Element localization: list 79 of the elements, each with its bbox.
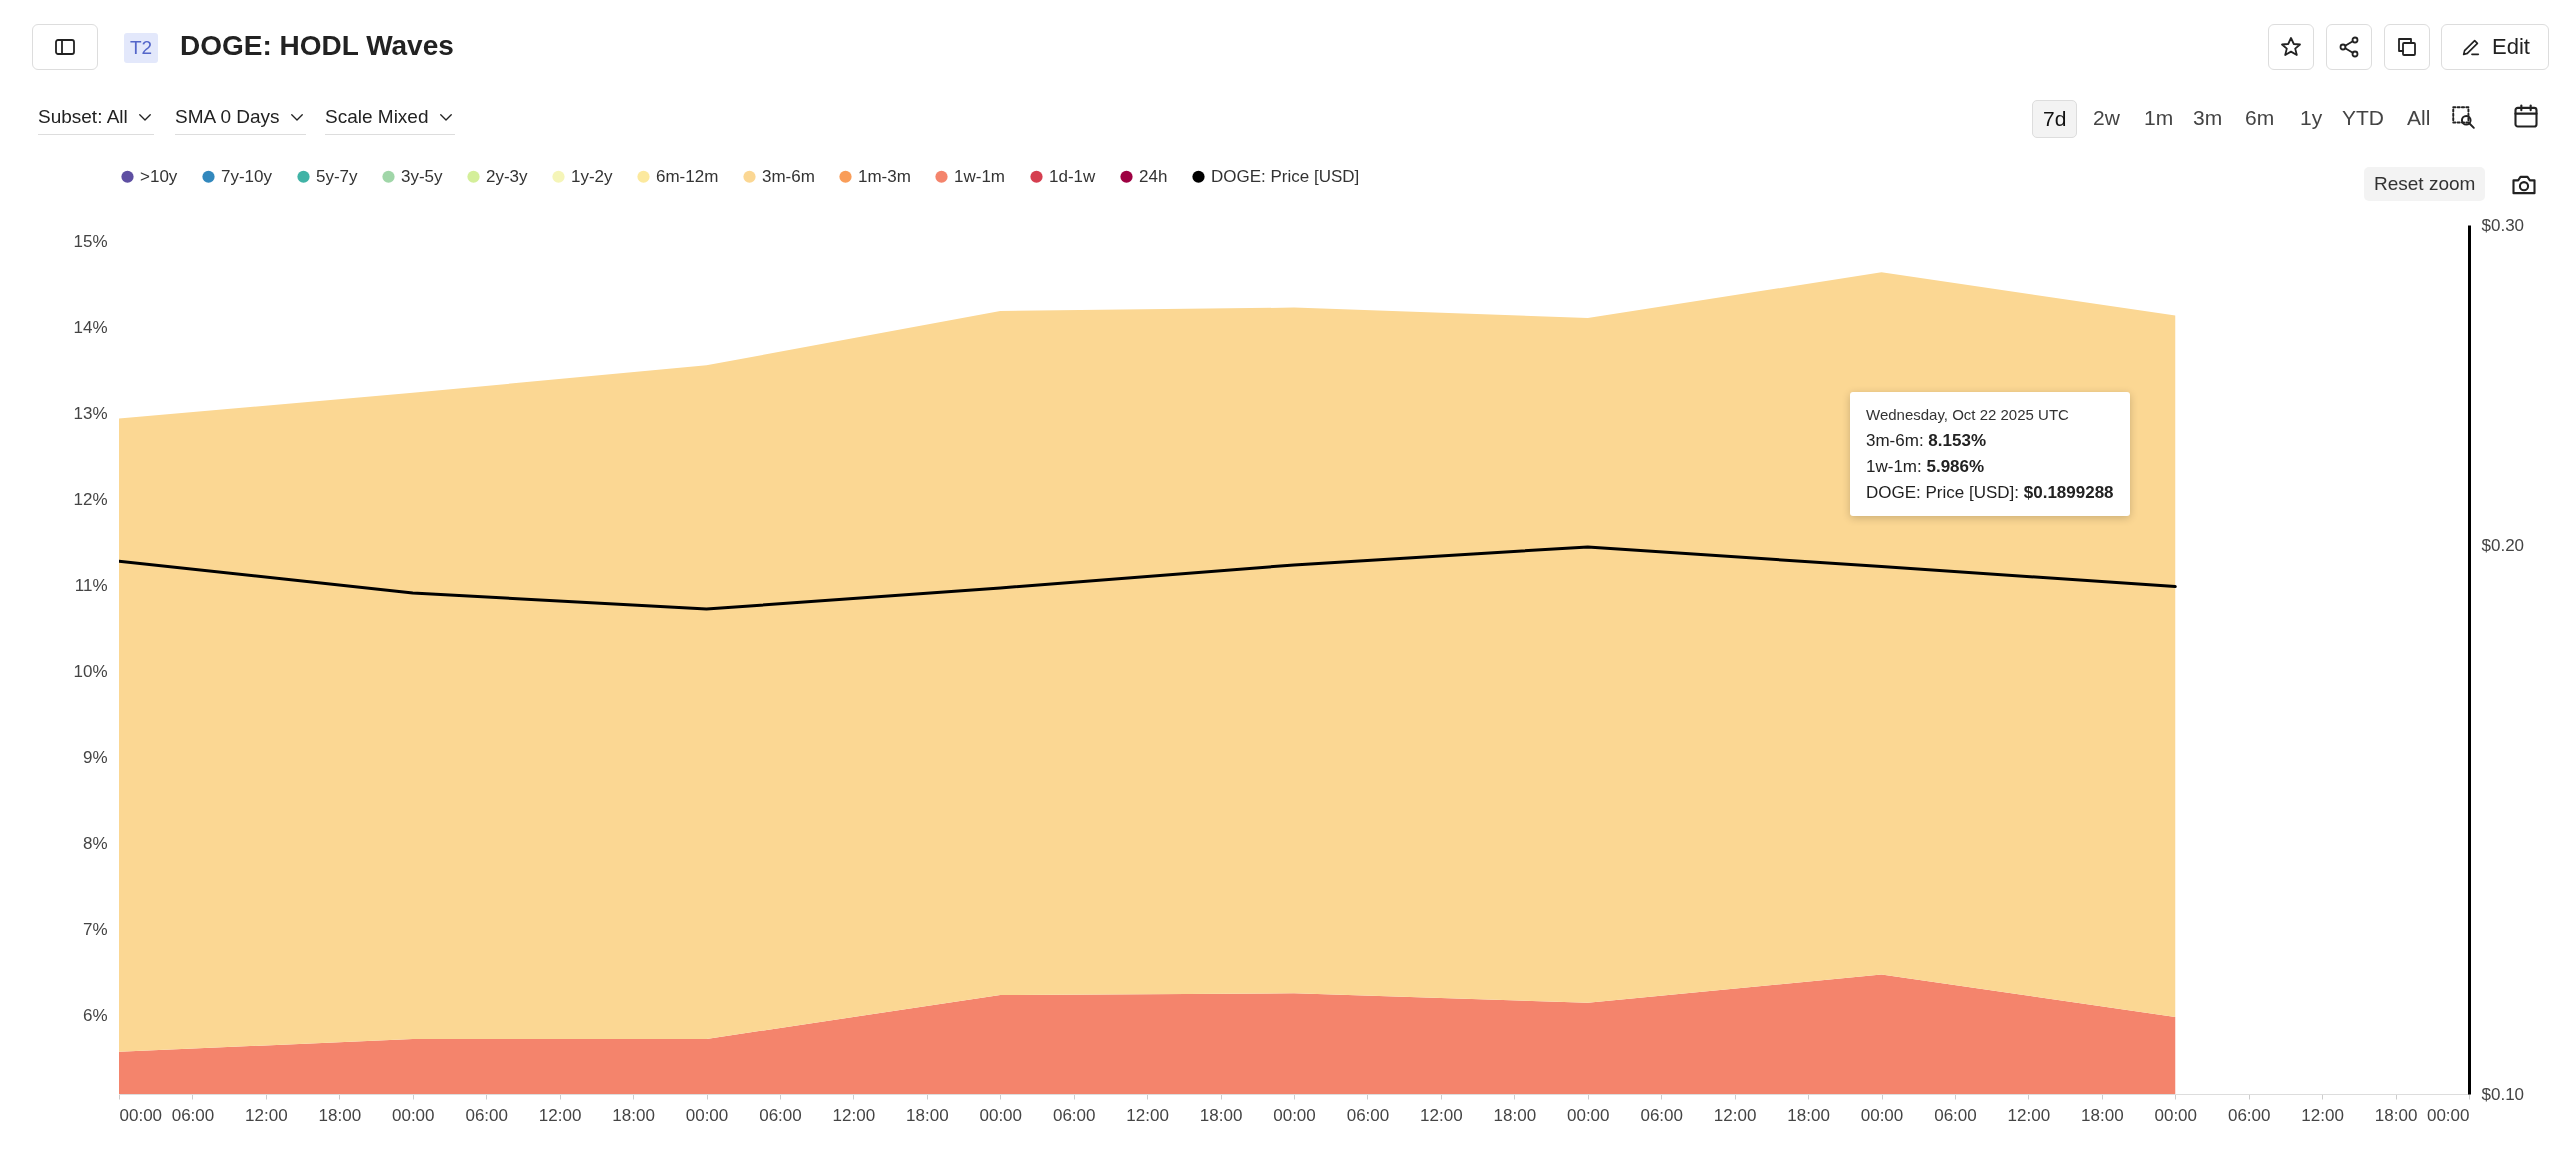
legend-label: DOGE: Price [USD] bbox=[1211, 166, 1360, 186]
x-tick-label: 18:00 bbox=[1199, 1105, 1243, 1125]
x-tick-label: 00:00 bbox=[119, 1105, 163, 1125]
x-tick-label: 06:00 bbox=[171, 1105, 215, 1125]
x-tick-label: 00:00 bbox=[1273, 1105, 1316, 1125]
x-tick-label: 00:00 bbox=[979, 1105, 1023, 1125]
annotation: Wednesday, Oct 22 2025 UTC bbox=[1866, 405, 2070, 425]
x-tick-label: 00:00 bbox=[2154, 1105, 2198, 1125]
y2-tick-label: $0.20 bbox=[2481, 536, 2525, 556]
text: 7d bbox=[2032, 100, 2078, 138]
x-tick-label: 06:00 bbox=[1346, 1105, 1390, 1125]
y-tick-label: 11% bbox=[74, 576, 108, 596]
text: Subset: All bbox=[38, 106, 128, 128]
y-tick-label: 12% bbox=[73, 489, 108, 509]
y-tick-label: 8% bbox=[82, 834, 108, 854]
annotation: 3m-6m: 8.153% bbox=[1866, 431, 1987, 450]
y-tick-label: 10% bbox=[73, 662, 108, 682]
x-tick-label: 18:00 bbox=[1787, 1105, 1830, 1125]
legend-label: >10y bbox=[140, 166, 178, 186]
text: 6m bbox=[2244, 105, 2276, 131]
legend-label: 1m-3m bbox=[858, 166, 911, 186]
legend-label: 7y-10y bbox=[221, 166, 273, 186]
x-tick-label: 00:00 bbox=[2426, 1105, 2470, 1125]
legend-label: 1w-1m bbox=[954, 166, 1006, 186]
annotation: DOGE: Price [USD]: $0.1899288 bbox=[1866, 483, 2114, 502]
y-tick-label: 6% bbox=[82, 1006, 108, 1026]
legend-label: 2y-3y bbox=[486, 166, 529, 186]
line-series bbox=[119, 545, 2177, 611]
x-tick-label: 18:00 bbox=[2081, 1105, 2124, 1125]
x-tick-label: 12:00 bbox=[1126, 1105, 1169, 1125]
y2-tick-label: $0.10 bbox=[2481, 1084, 2525, 1104]
x-tick-label: 18:00 bbox=[612, 1105, 655, 1125]
legend-label: 24h bbox=[1139, 166, 1168, 186]
y2-tick-label: $0.30 bbox=[2481, 215, 2525, 235]
x-tick-label: 06:00 bbox=[1934, 1105, 1977, 1125]
x-tick-label: 06:00 bbox=[1640, 1105, 1683, 1125]
legend-label: 3y-5y bbox=[401, 166, 444, 186]
annotation: 1w-1m: 5.986% bbox=[1866, 457, 1985, 476]
text: 1y bbox=[2299, 105, 2324, 131]
x-tick-label: 06:00 bbox=[759, 1105, 802, 1125]
x-tick-label: 06:00 bbox=[465, 1105, 508, 1125]
text: Reset zoom bbox=[2364, 167, 2486, 201]
text: Edit bbox=[2492, 34, 2530, 60]
text: 2w bbox=[2092, 105, 2121, 131]
y-tick-label: 13% bbox=[73, 403, 108, 423]
legend-label: 5y-7y bbox=[316, 166, 359, 186]
x-tick-label: 06:00 bbox=[1052, 1105, 1096, 1125]
text: T2 bbox=[124, 33, 159, 63]
legend-label: 3m-6m bbox=[762, 166, 815, 186]
x-tick-label: 18:00 bbox=[1493, 1105, 1537, 1125]
x-tick-label: 00:00 bbox=[1860, 1105, 1904, 1125]
legend-label: 1d-1w bbox=[1049, 166, 1097, 186]
x-tick-label: 12:00 bbox=[538, 1105, 582, 1125]
legend-label: 6m-12m bbox=[656, 166, 719, 186]
text: YTD bbox=[2341, 105, 2385, 131]
x-tick-label: 12:00 bbox=[245, 1105, 288, 1125]
y-tick-label: 15% bbox=[73, 231, 108, 251]
x-tick-label: 12:00 bbox=[2007, 1105, 2051, 1125]
x-tick-label: 18:00 bbox=[2374, 1105, 2418, 1125]
y-tick-label: 9% bbox=[82, 748, 108, 768]
legend-label: 1y-2y bbox=[571, 166, 614, 186]
x-tick-label: 12:00 bbox=[2301, 1105, 2344, 1125]
x-tick-label: 00:00 bbox=[1566, 1105, 1610, 1125]
y-tick-label: 14% bbox=[73, 317, 108, 337]
x-tick-label: 06:00 bbox=[2227, 1105, 2271, 1125]
text: All bbox=[2406, 105, 2432, 131]
x-tick-label: 12:00 bbox=[1420, 1105, 1463, 1125]
x-tick-label: 18:00 bbox=[906, 1105, 949, 1125]
x-tick-label: 12:00 bbox=[832, 1105, 876, 1125]
text: 3m bbox=[2192, 105, 2224, 131]
text: 1m bbox=[2143, 105, 2175, 131]
text: Scale Mixed bbox=[325, 106, 429, 128]
text: SMA 0 Days bbox=[175, 106, 280, 128]
x-tick-label: 00:00 bbox=[685, 1105, 729, 1125]
y-tick-label: 7% bbox=[82, 920, 108, 940]
x-tick-label: 00:00 bbox=[391, 1105, 435, 1125]
x-tick-label: 12:00 bbox=[1713, 1105, 1757, 1125]
x-tick-label: 18:00 bbox=[318, 1105, 362, 1125]
chart-title: DOGE: HODL Waves bbox=[180, 30, 454, 62]
